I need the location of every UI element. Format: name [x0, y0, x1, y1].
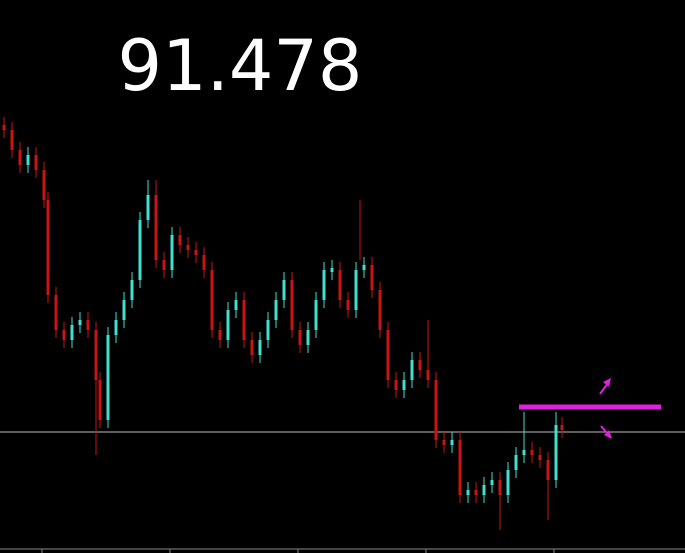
cyan-bodies [26, 155, 558, 495]
direction-arrows [599, 378, 612, 439]
candles [2, 117, 564, 530]
red-bodies [2, 125, 564, 495]
current-price: 91.478 [118, 25, 363, 107]
arrow-down-head [604, 430, 612, 439]
arrow-up-head [603, 378, 611, 387]
time-ticks [41, 549, 555, 553]
